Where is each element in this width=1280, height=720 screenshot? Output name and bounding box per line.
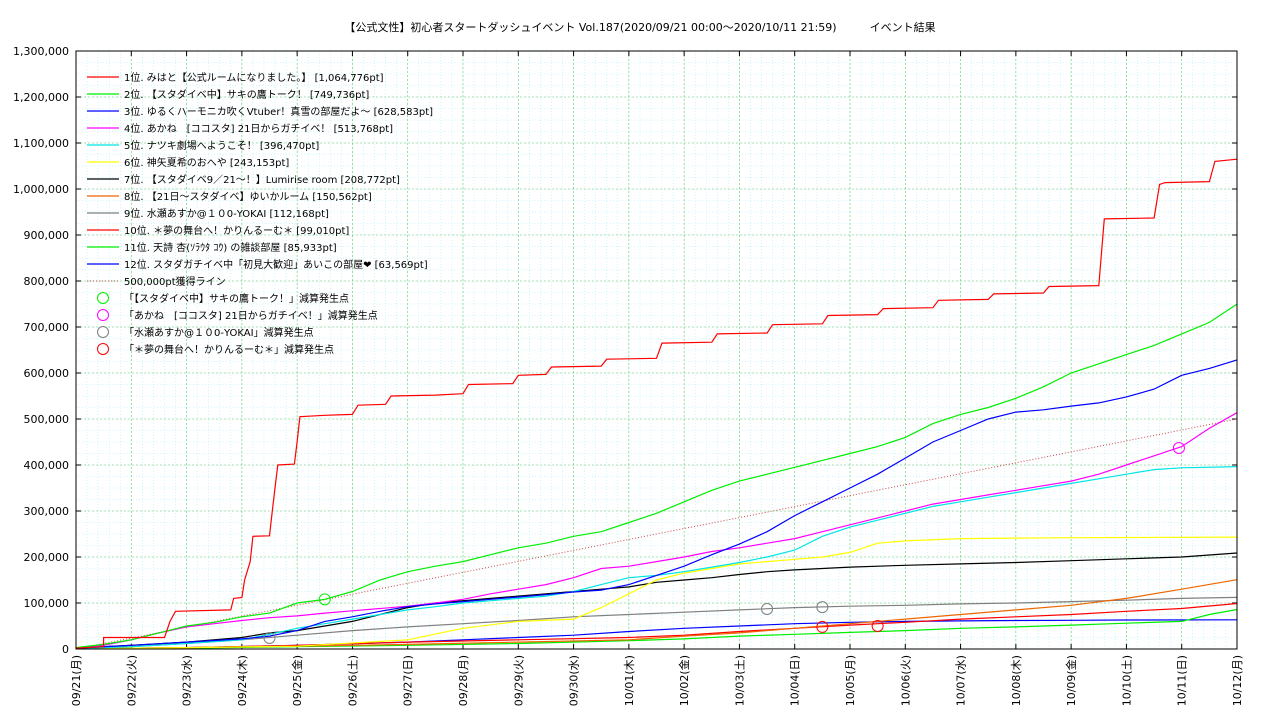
- reduction-marker-3: [761, 602, 774, 615]
- y-tick-label: 300,000: [24, 505, 70, 518]
- series-line-2: [75, 303, 1238, 649]
- legend-marker-1: [97, 292, 109, 304]
- legend-marker-4: [97, 343, 109, 355]
- legend-label-1: 1位. みはと【公式ルームになりました。】 [1,064,776pt]: [124, 71, 384, 84]
- series-line-11: [75, 608, 1238, 650]
- legend-marker-label-3: 「水瀬あすか@１０0-YOKAI」減算発生点: [124, 326, 314, 339]
- y-tick-label: 700,000: [24, 321, 70, 334]
- x-tick-label: 10/12(月): [1231, 655, 1244, 706]
- x-tick-label: 10/10(土): [1120, 655, 1133, 706]
- y-tick-label: 0: [62, 643, 69, 656]
- reduction-marker-3: [263, 631, 276, 644]
- legend-label-10: 10位. ＊夢の舞台へ！かりんるーむ＊ [99,010pt]: [124, 224, 349, 237]
- x-tick-label: 09/26(土): [346, 655, 359, 706]
- legend-label-9: 9位. 水瀬あすか@１０0-YOKAI [112,168pt]: [124, 207, 329, 220]
- series-line-8: [75, 579, 1238, 650]
- legend-label-5: 5位. ナツキ劇場へようこそ！ [396,470pt]: [124, 139, 319, 152]
- legend-label-12: 12位. スタダガチイベ中「初見大歓迎」あいこの部屋❤ [63,569pt]: [124, 258, 428, 271]
- series-line-9: [75, 596, 1238, 650]
- chart-title: 【公式文性】初心者スタートダッシュイベント Vol.187(2020/09/21…: [344, 21, 936, 34]
- x-tick-label: 09/27(日): [402, 655, 415, 706]
- legend-marker-label-2: 「あかね [ココスタ] 21日からガチイベ！」減算発生点: [124, 309, 378, 322]
- legend-label-6: 6位. 神矢夏希のおへや [243,153pt]: [124, 156, 289, 169]
- y-tick-label: 400,000: [24, 459, 70, 472]
- y-tick-label: 100,000: [24, 597, 70, 610]
- x-tick-label: 09/29(火): [512, 655, 525, 706]
- x-tick-label: 09/23(水): [181, 655, 194, 706]
- legend-marker-label-1: 「【スタダイベ中】サキの鷹トーク！」減算発生点: [124, 292, 349, 305]
- x-tick-label: 10/07(水): [955, 655, 968, 706]
- reduction-marker-1: [318, 593, 331, 606]
- series-line-1: [75, 158, 1238, 649]
- y-tick-label: 200,000: [24, 551, 70, 564]
- x-tick-label: 10/08(木): [1010, 655, 1023, 706]
- target-line-500000: [75, 418, 1238, 650]
- y-tick-label: 1,000,000: [13, 183, 69, 196]
- y-tick-label: 1,300,000: [13, 45, 69, 58]
- x-tick-label: 10/04(日): [789, 655, 802, 706]
- legend-marker-label-4: 「＊夢の舞台へ！かりんるーむ＊」減算発生点: [124, 343, 334, 356]
- legend-label-8: 8位. 【21日〜スタダイベ】ゆいかルーム [150,562pt]: [124, 190, 372, 203]
- legend-label-3: 3位. ゆるくハーモニカ吹くVtuber！真雪の部屋だよ〜 [628,583pt…: [124, 105, 433, 118]
- y-tick-label: 1,100,000: [13, 137, 69, 150]
- x-tick-label: 09/21(月): [70, 655, 83, 706]
- series-line-4: [75, 412, 1238, 649]
- x-tick-label: 10/06(火): [899, 655, 912, 706]
- x-tick-label: 09/24(木): [236, 655, 249, 706]
- legend-label-11: 11位. 天詩 杏(ｿﾗｳﾀ ｺｳ) の雑談部屋 [85,933pt]: [124, 241, 337, 254]
- y-tick-label: 800,000: [24, 275, 70, 288]
- reduction-marker-4: [871, 620, 884, 632]
- plot-area: [76, 51, 1237, 649]
- legend-label-target: 500,000pt獲得ライン: [124, 275, 226, 288]
- series-line-6: [75, 536, 1238, 650]
- x-tick-label: 10/09(金): [1064, 655, 1078, 706]
- x-tick-label: 10/03(土): [733, 655, 746, 706]
- legend-label-2: 2位. 【スタダイベ中】サキの鷹トーク！ [749,736pt]: [124, 88, 369, 101]
- reduction-marker-3: [816, 601, 829, 614]
- legend-label-7: 7位. 【スタダイベ9／21〜！】Lumirise room [208,772p…: [124, 173, 400, 186]
- y-tick-label: 900,000: [24, 229, 70, 242]
- x-tick-label: 10/11(日): [1176, 655, 1189, 706]
- reduction-marker-4: [816, 620, 829, 633]
- series-line-3: [75, 359, 1238, 649]
- legend-label-4: 4位. あかね [ココスタ] 21日からガチイベ！ [513,768pt]: [124, 122, 393, 135]
- x-tick-label: 09/28(月): [457, 655, 470, 706]
- y-tick-label: 600,000: [24, 367, 70, 380]
- y-tick-label: 1,200,000: [13, 91, 69, 104]
- reduction-marker-2: [1172, 441, 1185, 454]
- series-line-7: [75, 552, 1238, 649]
- y-tick-label: 500,000: [24, 413, 70, 426]
- legend-marker-3: [97, 326, 109, 338]
- x-tick-label: 09/25(金): [290, 655, 304, 706]
- x-tick-label: 10/02(金): [677, 655, 691, 706]
- x-tick-label: 09/22(火): [125, 655, 138, 706]
- x-tick-label: 10/05(月): [844, 655, 857, 706]
- x-tick-label: 09/30(水): [568, 655, 581, 706]
- x-tick-label: 10/01(木): [623, 655, 636, 706]
- plot-frame: [75, 50, 1238, 650]
- series-line-5: [75, 466, 1238, 650]
- legend-marker-2: [97, 309, 109, 321]
